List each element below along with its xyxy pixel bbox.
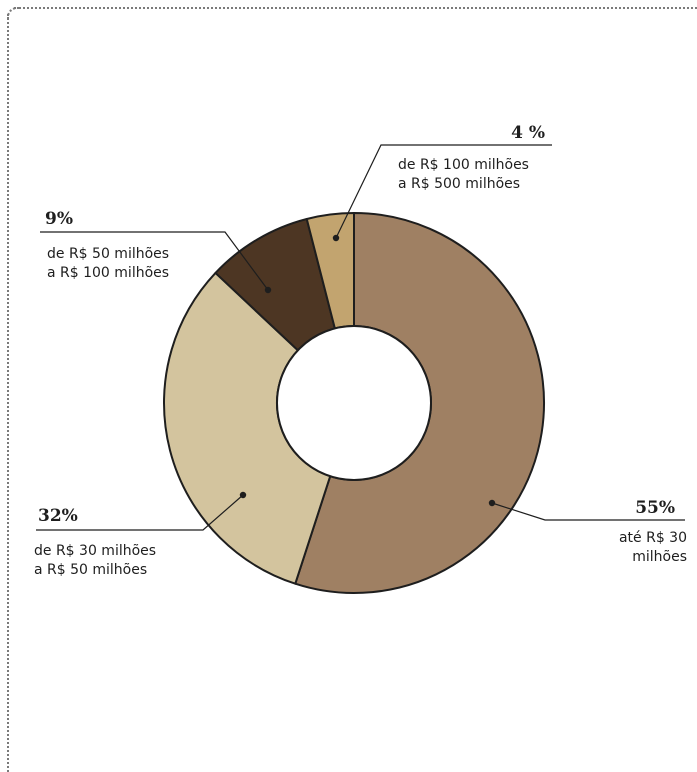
callout-dot-3 <box>332 234 340 242</box>
frame-top-border <box>14 7 697 9</box>
frame-corner <box>7 7 19 19</box>
callout-dot-0 <box>488 499 496 507</box>
donut-slices <box>163 212 545 594</box>
frame-left-border <box>7 14 9 772</box>
slice-percent-label-2: 9% <box>45 209 73 229</box>
slice-category-label-0-line-1: milhões <box>632 549 687 565</box>
slice-category-label-0-line-0: até R$ 30 <box>619 530 687 546</box>
slice-category-label-1-line-0: de R$ 30 milhões <box>34 543 156 559</box>
slice-percent-label-1: 32% <box>38 506 78 526</box>
callout-line-0 <box>491 502 685 521</box>
slice-category-label-2-line-0: de R$ 50 milhões <box>47 246 169 262</box>
slice-category-label-3-line-1: a R$ 500 milhões <box>398 176 520 192</box>
slice-category-label-2-line-1: a R$ 100 milhões <box>47 265 169 281</box>
callout-dot-2 <box>264 286 272 294</box>
slice-percent-label-0: 55% <box>635 498 675 518</box>
callouts: 55% até R$ 30 milhões 32% de R$ 30 milhões a … <box>34 123 687 578</box>
callout-dot-1 <box>239 491 247 499</box>
callout-line-2 <box>40 231 269 291</box>
donut-hole <box>276 325 432 481</box>
slice-category-label-3-line-0: de R$ 100 milhões <box>398 157 529 173</box>
callout-line-3 <box>335 144 552 239</box>
slice-category-label-1-line-1: a R$ 50 milhões <box>34 562 147 578</box>
callout-line-1 <box>36 494 244 531</box>
slice-percent-label-3: 4 % <box>511 123 545 143</box>
